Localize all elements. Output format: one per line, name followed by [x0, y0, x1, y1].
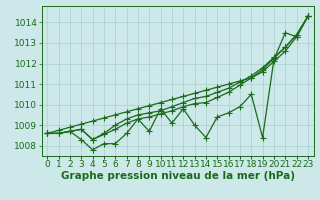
X-axis label: Graphe pression niveau de la mer (hPa): Graphe pression niveau de la mer (hPa) — [60, 171, 295, 181]
